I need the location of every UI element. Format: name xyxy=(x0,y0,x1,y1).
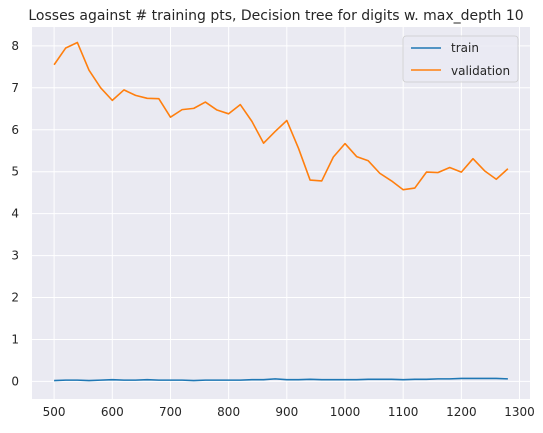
legend: train validation xyxy=(402,35,519,83)
grid xyxy=(32,27,530,399)
y-tick-labels: 0 1 2 3 4 5 6 7 8 xyxy=(11,39,19,389)
y-tick-label: 8 xyxy=(11,39,19,53)
x-tick-label: 1100 xyxy=(388,405,419,419)
x-tick-label: 900 xyxy=(275,405,298,419)
chart-title: Losses against # training pts, Decision … xyxy=(28,8,523,24)
y-tick-label: 2 xyxy=(11,291,19,305)
x-tick-label: 600 xyxy=(101,405,124,419)
x-tick-label: 1300 xyxy=(504,405,535,419)
x-tick-label: 700 xyxy=(159,405,182,419)
x-tick-labels: 500 600 700 800 900 1000 1100 1200 1300 xyxy=(43,405,535,419)
x-tick-label: 500 xyxy=(43,405,66,419)
plot-area xyxy=(32,27,530,399)
x-tick-label: 1000 xyxy=(330,405,361,419)
series-line-validation xyxy=(53,41,509,191)
y-tick-label: 6 xyxy=(11,123,19,137)
series-layer xyxy=(53,41,509,382)
legend-label-train: train xyxy=(451,41,479,55)
y-tick-label: 5 xyxy=(11,165,19,179)
y-tick-label: 0 xyxy=(11,374,19,388)
y-tick-label: 7 xyxy=(11,81,19,95)
y-tick-label: 3 xyxy=(11,249,19,263)
y-tick-label: 1 xyxy=(11,332,19,346)
y-tick-label: 4 xyxy=(11,207,19,221)
series-line-train xyxy=(54,377,508,382)
x-tick-label: 800 xyxy=(217,405,240,419)
legend-label-validation: validation xyxy=(451,64,510,78)
x-tick-label: 1200 xyxy=(446,405,477,419)
